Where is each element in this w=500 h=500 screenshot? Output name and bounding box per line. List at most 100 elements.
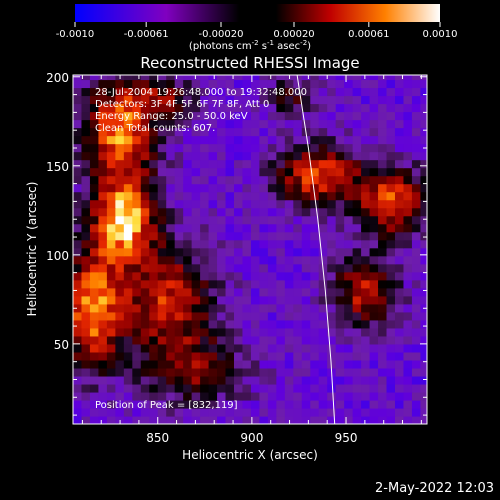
heatmap-cell: [123, 415, 133, 424]
heatmap-cell: [250, 415, 261, 424]
heatmap-cell: [352, 391, 362, 401]
heatmap-cell: [132, 239, 142, 249]
heatmap-cell: [250, 271, 261, 281]
heatmap-cell: [369, 311, 379, 321]
heatmap-cell: [191, 263, 201, 273]
heatmap-cell: [344, 343, 354, 353]
heatmap-cell: [166, 175, 176, 185]
heatmap-cell: [344, 247, 354, 257]
heatmap-cell: [293, 127, 303, 137]
heatmap-cell: [166, 367, 176, 377]
heatmap-cell: [369, 151, 379, 161]
heatmap-cell: [293, 319, 303, 329]
heatmap-cell: [174, 335, 184, 345]
heatmap-cell: [225, 279, 235, 289]
heatmap-cell: [259, 327, 269, 337]
heatmap-cell: [200, 167, 210, 177]
heatmap-cell: [157, 367, 167, 377]
heatmap-cell: [132, 175, 142, 185]
heatmap-cell: [344, 167, 354, 177]
heatmap-cell: [403, 159, 413, 169]
heatmap-cell: [403, 167, 413, 177]
heatmap-cell: [420, 175, 427, 185]
heatmap-cell: [352, 303, 362, 313]
heatmap-cell: [242, 79, 252, 89]
heatmap-cell: [344, 151, 354, 161]
heatmap-cell: [267, 231, 277, 241]
heatmap-cell: [293, 103, 303, 113]
heatmap-cell: [225, 175, 235, 185]
heatmap-cell: [327, 143, 337, 153]
heatmap-cell: [89, 127, 100, 137]
heatmap-cell: [361, 111, 371, 121]
heatmap-cell: [386, 279, 396, 289]
heatmap-cell: [149, 375, 159, 385]
heatmap-cell: [140, 79, 150, 89]
heatmap-cell: [183, 383, 193, 393]
heatmap-cell: [386, 255, 396, 265]
heatmap-cell: [352, 287, 362, 297]
heatmap-cell: [293, 303, 303, 313]
heatmap-cell: [335, 399, 345, 409]
heatmap-cell: [183, 111, 193, 121]
heatmap-cell: [344, 279, 354, 289]
heatmap-cell: [200, 75, 210, 81]
heatmap-cell: [361, 159, 371, 169]
heatmap-cell: [378, 103, 388, 113]
heatmap-cell: [420, 183, 427, 193]
heatmap-cell: [293, 199, 303, 209]
heatmap-cell: [318, 127, 328, 137]
heatmap-cell: [267, 183, 277, 193]
heatmap-cell: [310, 271, 320, 281]
heatmap-cell: [166, 207, 176, 217]
heatmap-cell: [98, 255, 108, 265]
heatmap-cell: [157, 143, 167, 153]
heatmap-cell: [394, 311, 405, 321]
heatmap-cell: [73, 111, 83, 121]
heatmap-cell: [242, 183, 252, 193]
heatmap-cell: [132, 231, 142, 241]
heatmap-cell: [394, 367, 405, 377]
heatmap-cell: [284, 119, 294, 129]
heatmap-cell: [378, 159, 388, 169]
heatmap-cell: [411, 247, 422, 257]
heatmap-cell: [378, 415, 388, 424]
heatmap-cell: [327, 127, 337, 137]
heatmap-cell: [259, 119, 269, 129]
heatmap-cell: [310, 335, 320, 345]
heatmap-cell: [361, 199, 371, 209]
heatmap-cell: [208, 287, 218, 297]
heatmap-cell: [140, 95, 150, 105]
heatmap-cell: [233, 167, 244, 177]
heatmap-cell: [166, 327, 176, 337]
heatmap-cell: [301, 111, 311, 121]
heatmap-cell: [378, 375, 388, 385]
heatmap-cell: [403, 223, 413, 233]
heatmap-cell: [166, 127, 176, 137]
heatmap-cell: [361, 87, 371, 97]
heatmap-cell: [242, 255, 252, 265]
heatmap-cell: [352, 383, 362, 393]
heatmap-cell: [335, 319, 345, 329]
heatmap-cell: [267, 87, 277, 97]
heatmap-cell: [242, 391, 252, 401]
heatmap-cell: [293, 415, 303, 424]
heatmap-cell: [403, 191, 413, 201]
heatmap-cell: [242, 263, 252, 273]
heatmap-cell: [225, 247, 235, 257]
heatmap-cell: [225, 135, 235, 145]
heatmap-cell: [89, 327, 100, 337]
heatmap-cell: [123, 151, 133, 161]
heatmap-cell: [242, 167, 252, 177]
heatmap-cell: [191, 327, 201, 337]
heatmap-cell: [293, 191, 303, 201]
heatmap-cell: [259, 151, 269, 161]
heatmap-cell: [284, 143, 294, 153]
heatmap-cell: [98, 311, 108, 321]
heatmap-cell: [140, 311, 150, 321]
heatmap-cell: [284, 367, 294, 377]
heatmap-cell: [183, 103, 193, 113]
heatmap-cell: [149, 159, 159, 169]
heatmap-cell: [284, 271, 294, 281]
